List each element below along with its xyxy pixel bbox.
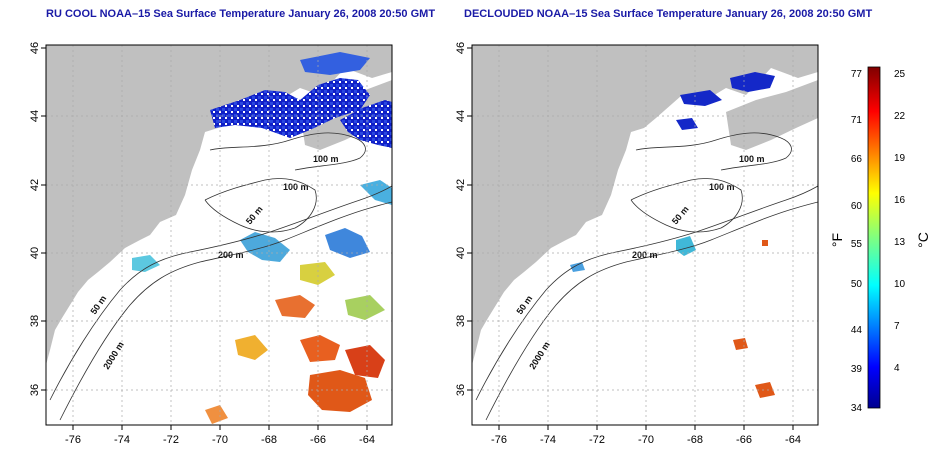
contour-label-100m-a: 100 m bbox=[313, 154, 339, 164]
sst-yellow-patch-2 bbox=[345, 295, 385, 320]
contour-label-200m: 200 m bbox=[218, 250, 244, 260]
sst-cyan-blob bbox=[132, 255, 160, 272]
y-tick-label: 44 bbox=[29, 110, 41, 122]
right-panel-title: DECLOUDED NOAA–15 Sea Surface Temperatur… bbox=[464, 8, 873, 20]
y-tick-label: 36 bbox=[29, 384, 41, 396]
sst-cold-patch bbox=[210, 78, 370, 138]
sst-warm-patch-5 bbox=[345, 345, 385, 378]
sst-mid-band-2 bbox=[325, 228, 370, 258]
sst-warm-patch-3 bbox=[235, 335, 268, 360]
map-frame bbox=[45, 44, 393, 426]
y-tick-label: 40 bbox=[29, 247, 41, 259]
sst-warm-patch-4 bbox=[275, 295, 315, 318]
sst-warm-patch-2 bbox=[308, 370, 372, 412]
map-grid bbox=[46, 45, 392, 425]
land-mass bbox=[46, 45, 392, 365]
x-tick-label: -68 bbox=[261, 434, 277, 446]
x-tick-label: -70 bbox=[212, 434, 228, 446]
sst-cyan-east bbox=[360, 180, 392, 205]
sst-cold-patch-2 bbox=[340, 100, 392, 148]
y-tick-label: 46 bbox=[29, 42, 41, 54]
y-tick-label: 38 bbox=[29, 315, 41, 327]
x-tick-label: -72 bbox=[163, 434, 179, 446]
sst-warm-patch bbox=[300, 335, 340, 362]
contour-label-100m-b: 100 m bbox=[283, 182, 309, 192]
x-tick-label: -66 bbox=[310, 434, 326, 446]
x-tick-label: -74 bbox=[114, 434, 130, 446]
left-panel-title: RU COOL NOAA–15 Sea Surface Temperature … bbox=[46, 8, 436, 20]
nova-scotia bbox=[300, 80, 392, 150]
bathymetry-contours bbox=[49, 132, 392, 421]
x-tick-label: -64 bbox=[359, 434, 375, 446]
sst-warm-patch-6 bbox=[205, 405, 228, 424]
y-tick-label: 42 bbox=[29, 179, 41, 191]
sst-cold-patch-3 bbox=[300, 52, 370, 75]
x-tick-label: -76 bbox=[65, 434, 81, 446]
sst-yellow-patch bbox=[300, 262, 335, 285]
